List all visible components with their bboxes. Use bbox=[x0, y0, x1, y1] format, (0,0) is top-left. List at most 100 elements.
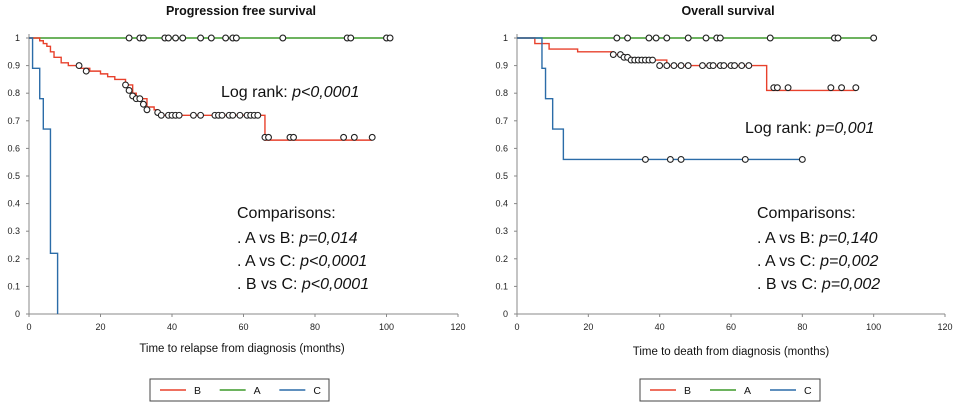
os-comparison-3-value: p=0,002 bbox=[821, 276, 880, 293]
os-series-c-censor-point bbox=[677, 155, 685, 163]
pfs-series-b-censor-point bbox=[236, 111, 244, 119]
pfs-y-tick-label: 0.5 bbox=[7, 171, 20, 181]
pfs-series-b-censor-point bbox=[175, 111, 183, 119]
os-legend-label-c: C bbox=[804, 385, 812, 397]
pfs-comparison-1-value: p=0,014 bbox=[298, 230, 357, 247]
pfs-series-a-censor-point bbox=[172, 34, 180, 42]
os-x-tick-label: 100 bbox=[866, 322, 881, 332]
os-series-b-censor-point bbox=[738, 62, 746, 70]
os-series-a-censor-point bbox=[870, 34, 878, 42]
pfs-y-tick-label: 0.2 bbox=[7, 254, 20, 264]
pfs-comparison-2: . A vs C: p<0,0001 bbox=[237, 253, 367, 270]
pfs-title: Progression free survival bbox=[166, 4, 316, 18]
os-series-c-line bbox=[517, 37, 803, 161]
os-series-b-censor-point bbox=[827, 84, 835, 92]
os-series-a-censor-point bbox=[684, 34, 692, 42]
os-logrank-label: Log rank: bbox=[745, 120, 816, 137]
os-y-tick-label: 0.9 bbox=[495, 61, 508, 71]
pfs-series-b-censor-point bbox=[122, 81, 129, 89]
pfs-x-tick-label: 60 bbox=[238, 322, 248, 332]
os-series-b-censor-point bbox=[709, 62, 717, 70]
pfs-series-b-censor-point bbox=[125, 86, 133, 94]
os-x-tick-label: 40 bbox=[655, 322, 665, 332]
pfs-y-tick-label: 0.3 bbox=[7, 226, 20, 236]
os-y-tick-label: 0.1 bbox=[495, 281, 508, 291]
pfs-y-tick-label: 0.7 bbox=[7, 116, 20, 126]
os-series-a-censor-point bbox=[834, 34, 842, 42]
pfs-x-tick-label: 40 bbox=[167, 322, 177, 332]
pfs-series-a-censor-point bbox=[125, 34, 133, 42]
pfs-series-a-censor-point bbox=[279, 34, 287, 42]
os-series-b-censor-point bbox=[677, 62, 685, 70]
pfs-x-tick-label: 100 bbox=[379, 322, 394, 332]
os-comparison-1-value: p=0,140 bbox=[818, 230, 877, 247]
pfs-series-b-censor-point bbox=[75, 62, 83, 70]
os-x-axis-label: Time to death from diagnosis (months) bbox=[633, 346, 830, 358]
pfs-series-b-censor-point bbox=[340, 133, 348, 141]
os-comparison-3: . B vs C: p=0,002 bbox=[757, 276, 880, 293]
pfs-comparison-3-label: . B vs C: bbox=[237, 276, 302, 293]
pfs-comparison-3-value: p<0,0001 bbox=[301, 276, 369, 293]
os-y-tick-label: 1 bbox=[503, 33, 508, 43]
pfs-series-b-censor-point bbox=[265, 133, 272, 141]
os-comparison-3-label: . B vs C: bbox=[757, 276, 822, 293]
pfs-y-tick-label: 0.8 bbox=[7, 88, 20, 98]
pfs-series-b-censor-point bbox=[229, 111, 237, 119]
pfs-series-a-censor-point bbox=[232, 34, 240, 42]
pfs-comparison-3: . B vs C: p<0,0001 bbox=[237, 276, 369, 293]
pfs-x-tick-label: 120 bbox=[450, 322, 465, 332]
pfs-comparison-1-label: . A vs B: bbox=[237, 230, 299, 247]
os-x-tick-label: 80 bbox=[797, 322, 807, 332]
pfs-comparison-2-label: . A vs C: bbox=[237, 253, 300, 270]
os-series-b-censor-point bbox=[731, 62, 739, 70]
pfs-series-b-censor-point bbox=[218, 111, 226, 119]
pfs-series-a-censor-point bbox=[207, 34, 215, 42]
pfs-logrank-value: p<0,0001 bbox=[291, 84, 359, 101]
os-logrank-value: p=0,001 bbox=[815, 120, 874, 137]
os-series-b-censor-point bbox=[852, 84, 860, 92]
os-title: Overall survival bbox=[681, 4, 774, 18]
os-series-a-censor-point bbox=[663, 34, 671, 42]
os-y-tick-label: 0 bbox=[503, 309, 508, 319]
pfs-series-c-line bbox=[29, 37, 59, 314]
os-series-b-censor-point bbox=[784, 84, 792, 92]
pfs-x-tick-label: 80 bbox=[310, 322, 320, 332]
pfs-series-b-censor-point bbox=[197, 111, 205, 119]
os-series-c-censor-point bbox=[666, 155, 674, 163]
os-series-b-censor-point bbox=[838, 84, 846, 92]
os-x-tick-label: 60 bbox=[726, 322, 736, 332]
pfs-series-b-censor-point bbox=[190, 111, 197, 119]
os-y-tick-label: 0.4 bbox=[495, 199, 508, 209]
os-series-b-censor-point bbox=[720, 62, 728, 70]
pfs-legend-label-a: A bbox=[254, 385, 261, 397]
pfs-series-b-censor-point bbox=[139, 100, 147, 108]
os-series-c-censor-point bbox=[641, 155, 649, 163]
os-series-b-censor-point bbox=[656, 62, 664, 70]
pfs-series-b-line bbox=[29, 37, 373, 141]
os-series-a-censor-point bbox=[702, 34, 710, 42]
pfs-series-b-censor-point bbox=[350, 133, 358, 141]
os-legend-label-a: A bbox=[744, 385, 751, 397]
os-y-tick-label: 0.6 bbox=[495, 143, 508, 153]
os-comparison-1: . A vs B: p=0,140 bbox=[757, 230, 878, 247]
pfs-series-a-censor-point bbox=[139, 34, 147, 42]
os-series-b-censor-point bbox=[773, 84, 781, 92]
os-series-a-censor-point bbox=[652, 34, 660, 42]
pfs-series-a-censor-point bbox=[386, 34, 394, 42]
os-series-a-censor-point bbox=[716, 34, 724, 42]
os-series-b-censor-point bbox=[649, 56, 656, 64]
pfs-legend-label-c: C bbox=[313, 385, 321, 397]
pfs-comparisons-title: Comparisons: bbox=[237, 205, 336, 222]
pfs-series-b-censor-point bbox=[157, 111, 165, 119]
pfs-y-tick-label: 1 bbox=[15, 33, 20, 43]
os-series-a-censor-point bbox=[645, 34, 653, 42]
os-series-b-censor-point bbox=[663, 62, 671, 70]
os-y-tick-label: 0.2 bbox=[495, 254, 508, 264]
pfs-series-b-censor-point bbox=[290, 133, 297, 141]
pfs-series-a-censor-point bbox=[347, 34, 355, 42]
pfs-series-b-censor-point bbox=[136, 95, 144, 103]
os-comparison-2-label: . A vs C: bbox=[757, 253, 820, 270]
os-y-tick-label: 0.7 bbox=[495, 116, 508, 126]
pfs-y-tick-label: 0 bbox=[15, 309, 20, 319]
